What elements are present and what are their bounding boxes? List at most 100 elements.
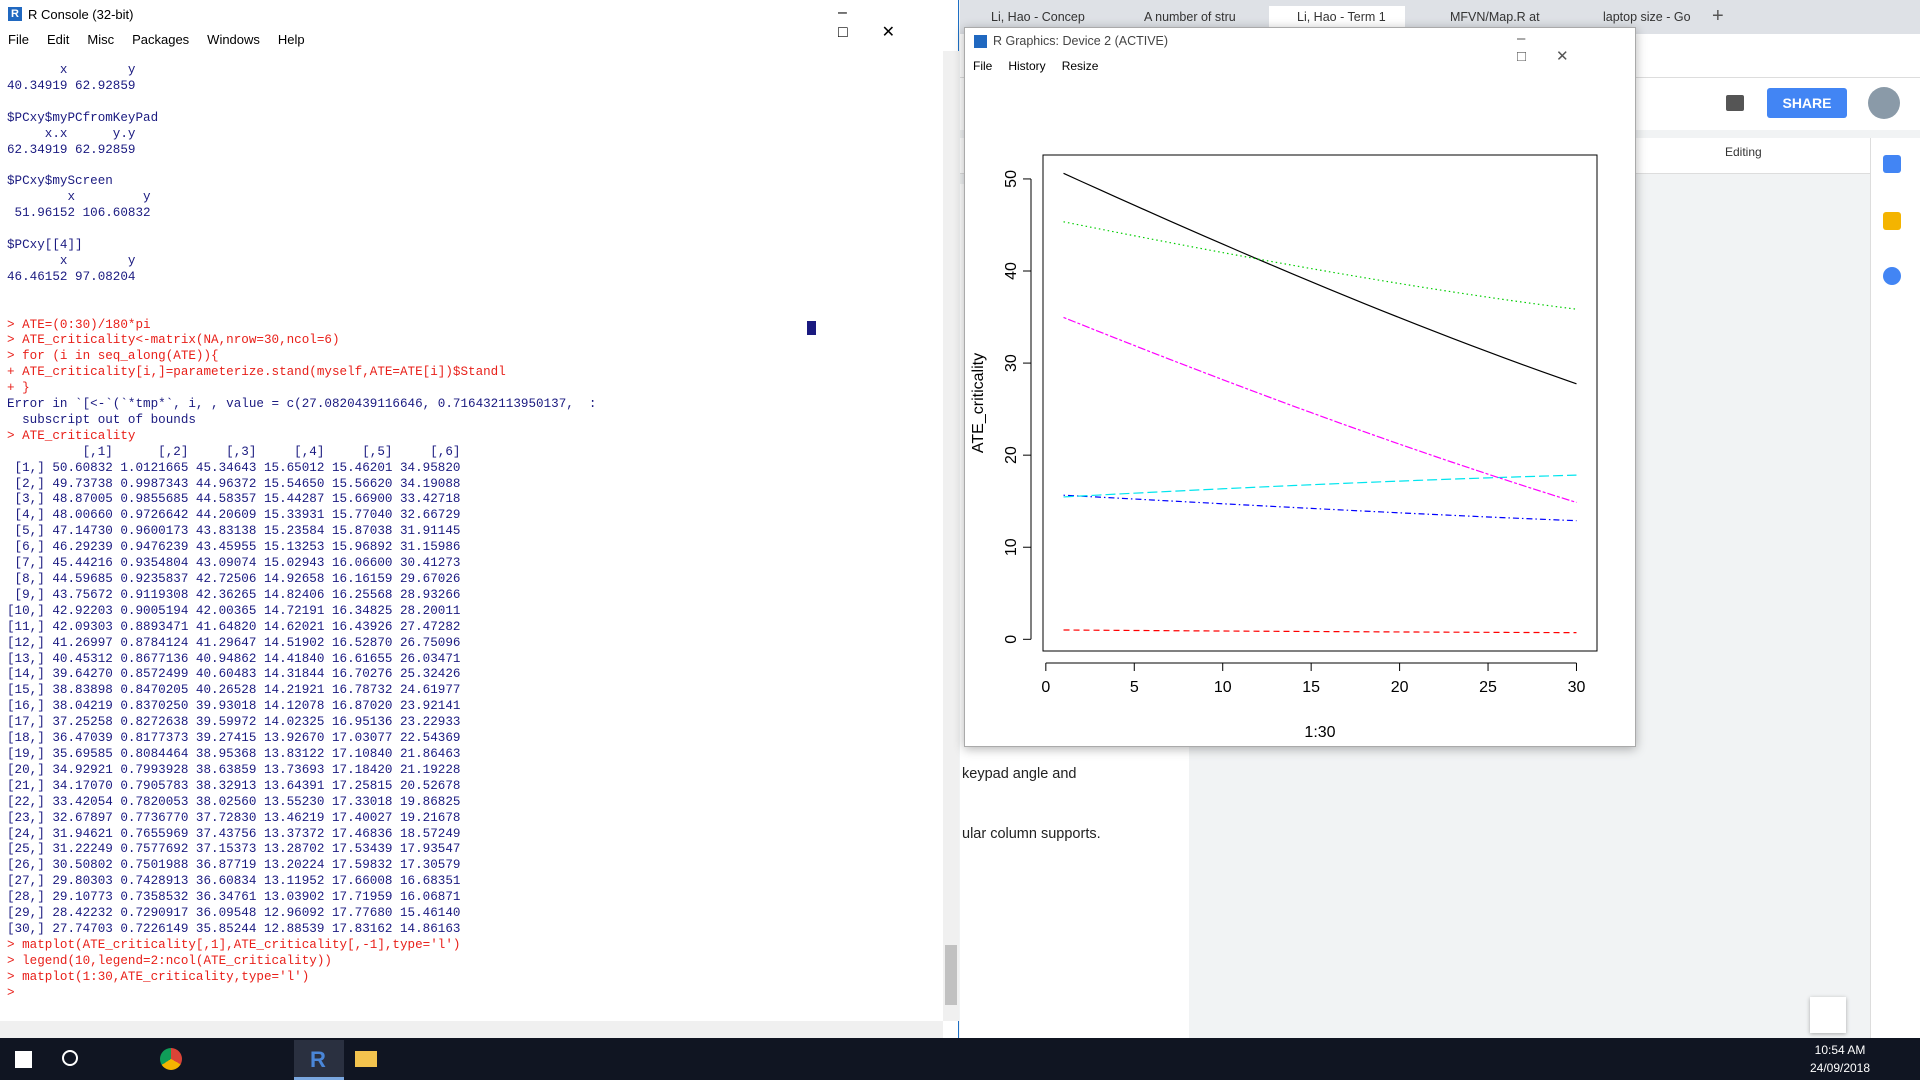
console-line: > for (i in seq_along(ATE)){ bbox=[7, 349, 219, 364]
console-block: Error in `[<-`(`*tmp*`, i, , value = c(2… bbox=[7, 397, 596, 429]
console-line: [9,] 43.75672 0.9119308 42.36265 14.8240… bbox=[7, 587, 461, 602]
explore-button[interactable] bbox=[1810, 997, 1846, 1033]
calendar-icon[interactable] bbox=[1883, 155, 1901, 173]
console-line: [10,] 42.92203 0.9005194 42.00365 14.721… bbox=[7, 603, 461, 618]
browser-tab[interactable]: Li, Hao - Concep bbox=[991, 10, 1085, 24]
menu-item[interactable]: File bbox=[8, 32, 29, 47]
console-line: > matplot(1:30,ATE_criticality,type='l') bbox=[7, 969, 310, 984]
console-block: $PCxy[[4]] x y 46.46152 97.08204 bbox=[7, 238, 596, 286]
x-tick-label: 25 bbox=[1479, 679, 1497, 696]
console-line: [18,] 36.47039 0.8177373 39.27415 13.926… bbox=[7, 731, 461, 746]
avatar[interactable] bbox=[1868, 87, 1900, 119]
menu-item[interactable]: File bbox=[973, 59, 993, 73]
console-line: x y bbox=[7, 190, 151, 205]
console-line: > ATE=(0:30)/180*pi bbox=[7, 317, 151, 332]
series-line bbox=[1063, 474, 1577, 498]
window-title: R Graphics: Device 2 (ACTIVE) bbox=[993, 34, 1169, 48]
console-line: [20,] 34.92921 0.7993928 38.63859 13.736… bbox=[7, 762, 461, 777]
scrollbar[interactable] bbox=[943, 51, 959, 1021]
menu-item[interactable]: Resize bbox=[1061, 59, 1099, 73]
mode-selector[interactable]: Editing bbox=[1725, 145, 1762, 159]
console-line: [4,] 48.00660 0.9726642 44.20609 15.3393… bbox=[7, 508, 461, 523]
side-panel bbox=[1870, 138, 1920, 1038]
menu-item[interactable]: Windows bbox=[207, 32, 260, 47]
console-line: 40.34919 62.92859 bbox=[7, 78, 136, 93]
comments-icon[interactable] bbox=[1726, 95, 1744, 111]
console-line: subscript out of bounds bbox=[7, 412, 196, 427]
console-line: > ATE_criticality bbox=[7, 428, 136, 443]
console-line: $PCxy$myScreen bbox=[7, 174, 113, 189]
console-line: > ATE_criticality<-matrix(NA,nrow=30,nco… bbox=[7, 333, 340, 348]
console-line: [11,] 42.09303 0.8893471 41.64820 14.620… bbox=[7, 619, 461, 634]
keep-icon[interactable] bbox=[1883, 212, 1901, 230]
console-line: > bbox=[7, 985, 23, 1000]
taskbar: R 10:54 AM 24/09/2018 bbox=[0, 1038, 1920, 1080]
x-tick-label: 30 bbox=[1568, 679, 1586, 696]
series-line bbox=[1063, 494, 1577, 522]
console-block: > matplot(ATE_criticality[,1],ATE_critic… bbox=[7, 938, 596, 1002]
chrome-app[interactable] bbox=[160, 1048, 182, 1070]
console-line: [13,] 40.45312 0.8677136 40.94862 14.418… bbox=[7, 651, 461, 666]
r-app-icon: R bbox=[310, 1047, 326, 1072]
console-line: 51.96152 106.60832 bbox=[7, 206, 151, 221]
menu-item[interactable]: Help bbox=[277, 32, 305, 47]
console-line: 46.46152 97.08204 bbox=[7, 269, 136, 284]
r-icon: R bbox=[8, 7, 22, 21]
r-app[interactable] bbox=[294, 1040, 344, 1080]
tasks-icon[interactable] bbox=[1883, 267, 1901, 285]
plot: 0 5 10 15 20 25 30 0 10 20 30 40 50 1:30 ATE_criticali… bbox=[970, 154, 1598, 741]
menu-bar: File History Resize bbox=[965, 55, 1635, 77]
console-line: [7,] 45.44216 0.9354804 43.09074 15.0294… bbox=[7, 556, 461, 571]
window-controls[interactable]: –□✕ bbox=[1517, 30, 1599, 65]
console-line: + } bbox=[7, 381, 30, 396]
console-line: Error in `[<-`(`*tmp*`, i, , value = c(2… bbox=[7, 397, 597, 412]
console-block: $PCxy$myScreen x y 51.96152 106.60832 bbox=[7, 174, 596, 222]
x-tick-label: 0 bbox=[1041, 679, 1050, 696]
plot-box bbox=[1042, 154, 1598, 652]
clock-date[interactable]: 24/09/2018 bbox=[1809, 1061, 1871, 1075]
h-scrollbar[interactable] bbox=[0, 1021, 943, 1038]
scroll-thumb[interactable] bbox=[945, 945, 957, 1005]
console-line: > matplot(ATE_criticality[,1],ATE_critic… bbox=[7, 937, 461, 952]
console-line: x y bbox=[7, 63, 136, 77]
search-button[interactable] bbox=[62, 1050, 78, 1066]
y-tick-label: 40 bbox=[1003, 262, 1020, 280]
browser-tab[interactable]: A number of stru bbox=[1144, 10, 1236, 24]
start-button[interactable] bbox=[15, 1051, 32, 1068]
console-line: [19,] 35.69585 0.8084464 38.95368 13.831… bbox=[7, 746, 461, 761]
menu-item[interactable]: Edit bbox=[46, 32, 70, 47]
console-block: [,1] [,2] [,3] [,4] [,5] [,6] [1,] 50.60… bbox=[7, 445, 596, 938]
console-line: [5,] 47.14730 0.9600173 43.83138 15.2358… bbox=[7, 524, 461, 539]
menu-item[interactable]: Packages bbox=[132, 32, 190, 47]
console-line: [23,] 32.67897 0.7736770 37.72830 13.462… bbox=[7, 810, 461, 825]
console-block: > ATE=(0:30)/180*pi > ATE_criticality<-ma… bbox=[7, 318, 596, 398]
y-tick-label: 0 bbox=[1003, 635, 1020, 644]
explorer-app[interactable] bbox=[355, 1051, 377, 1067]
marker bbox=[807, 321, 816, 335]
y-tick-label: 20 bbox=[1003, 446, 1020, 464]
browser-tab[interactable]: laptop size - Go bbox=[1603, 10, 1691, 24]
console-line: [25,] 31.22249 0.7577692 37.15373 13.287… bbox=[7, 842, 461, 857]
r-icon bbox=[974, 35, 987, 48]
clock-time[interactable]: 10:54 AM bbox=[1814, 1043, 1866, 1057]
menu-item[interactable]: History bbox=[1008, 59, 1046, 73]
console-line: + ATE_criticality[i,]=parameterize.stand… bbox=[7, 365, 506, 380]
window-controls[interactable]: –□✕ bbox=[838, 4, 930, 41]
series-line bbox=[1063, 316, 1577, 504]
console-line: [14,] 39.64270 0.8572499 40.60483 14.318… bbox=[7, 667, 461, 682]
console-line: [6,] 46.29239 0.9476239 43.45955 15.1325… bbox=[7, 540, 461, 555]
menu-item[interactable]: Misc bbox=[87, 32, 115, 47]
x-tick-label: 10 bbox=[1214, 679, 1232, 696]
browser-tab[interactable]: MFVN/Map.R at bbox=[1450, 10, 1540, 24]
console-block: $PCxy$myPCfromKeyPad x.x y.y 62.34919 62.… bbox=[7, 111, 596, 159]
new-tab[interactable]: + bbox=[1712, 5, 1724, 27]
x-tick-label: 5 bbox=[1130, 679, 1139, 696]
console-output: x y 40.34919 62.92859 $PCxy$myPCfromKeyPad… bbox=[7, 63, 596, 1001]
console-block: > ATE_criticality bbox=[7, 429, 596, 445]
y-tick-label: 50 bbox=[1003, 170, 1020, 188]
console-line: [22,] 33.42054 0.7820053 38.02560 13.552… bbox=[7, 794, 461, 809]
console-line: $PCxy$myPCfromKeyPad bbox=[7, 110, 159, 125]
share-button[interactable]: SHARE bbox=[1767, 88, 1847, 118]
x-axis-label: 1:30 bbox=[1304, 724, 1335, 741]
